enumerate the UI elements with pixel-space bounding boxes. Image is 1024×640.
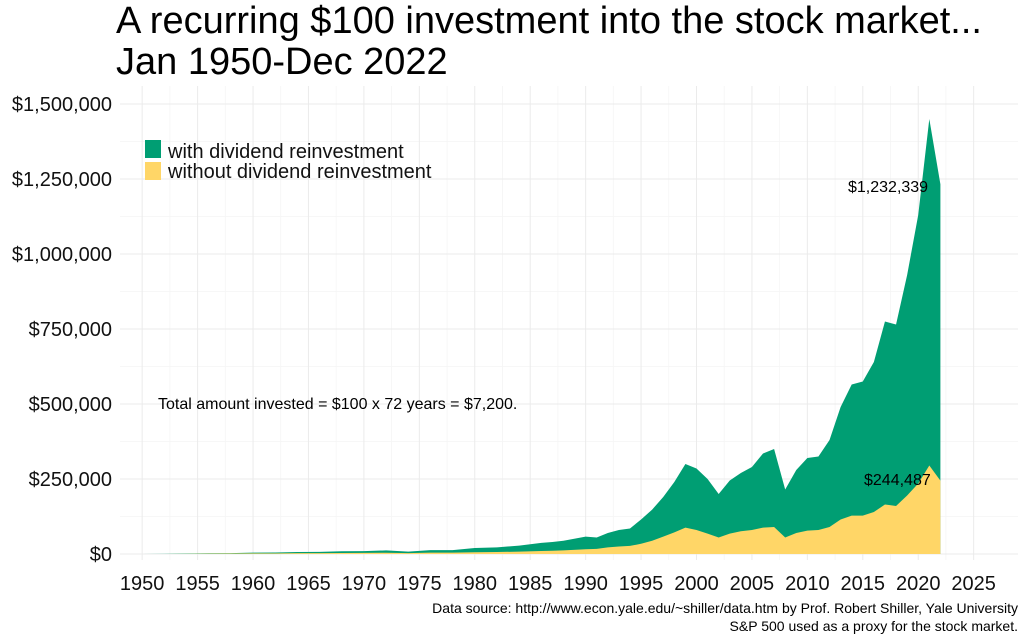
x-tick-label: 1950: [120, 573, 165, 595]
x-tick-label: 1965: [286, 573, 331, 595]
x-tick-label: 1985: [508, 573, 553, 595]
legend-label-with-dividends: with dividend reinvestment: [167, 141, 404, 163]
plot-areas: [142, 119, 941, 554]
axis-ticks: $0 $250,000 $500,000 $750,000 $1,000,000 $1,2…: [12, 94, 996, 595]
chart-title-line-2: Jan 1950-Dec 2022: [116, 41, 448, 83]
x-tick-label: 1995: [619, 573, 664, 595]
data-source-caption: Data source: http://www.econ.yale.edu/~s…: [432, 600, 1018, 616]
x-tick-label: 2010: [785, 573, 830, 595]
y-tick-label: $750,000: [29, 319, 112, 341]
x-tick-label: 1970: [342, 573, 387, 595]
y-tick-label: $1,000,000: [12, 244, 112, 266]
area-with-dividends: [142, 119, 941, 554]
x-tick-label: 2000: [674, 573, 719, 595]
final-value-without-dividends: $244,487: [864, 472, 931, 489]
area-without-dividends: [142, 465, 941, 554]
x-tick-label: 2005: [730, 573, 775, 595]
y-tick-label: $500,000: [29, 394, 112, 416]
x-tick-label: 2020: [896, 573, 941, 595]
y-tick-label: $1,250,000: [12, 169, 112, 191]
y-tick-label: $0: [90, 544, 112, 566]
legend-swatch-with-dividends: [145, 140, 161, 158]
total-invested-annotation: Total amount invested = $100 x 72 years …: [158, 396, 517, 413]
x-tick-label: 1955: [175, 573, 220, 595]
x-tick-label: 1975: [397, 573, 442, 595]
final-value-with-dividends: $1,232,339: [848, 179, 928, 196]
legend: with dividend reinvestment without divid…: [145, 140, 432, 183]
y-tick-label: $1,500,000: [12, 94, 112, 116]
x-tick-label: 2025: [951, 573, 996, 595]
chart-title-line-1: A recurring $100 investment into the sto…: [116, 0, 982, 42]
x-tick-label: 1960: [231, 573, 276, 595]
legend-label-without-dividends: without dividend reinvestment: [167, 161, 432, 183]
legend-swatch-without-dividends: [145, 162, 161, 180]
y-tick-label: $250,000: [29, 469, 112, 491]
x-tick-label: 1980: [453, 573, 498, 595]
proxy-caption: S&P 500 used as a proxy for the stock ma…: [730, 618, 1018, 634]
x-tick-label: 1990: [563, 573, 608, 595]
x-tick-label: 2015: [841, 573, 886, 595]
